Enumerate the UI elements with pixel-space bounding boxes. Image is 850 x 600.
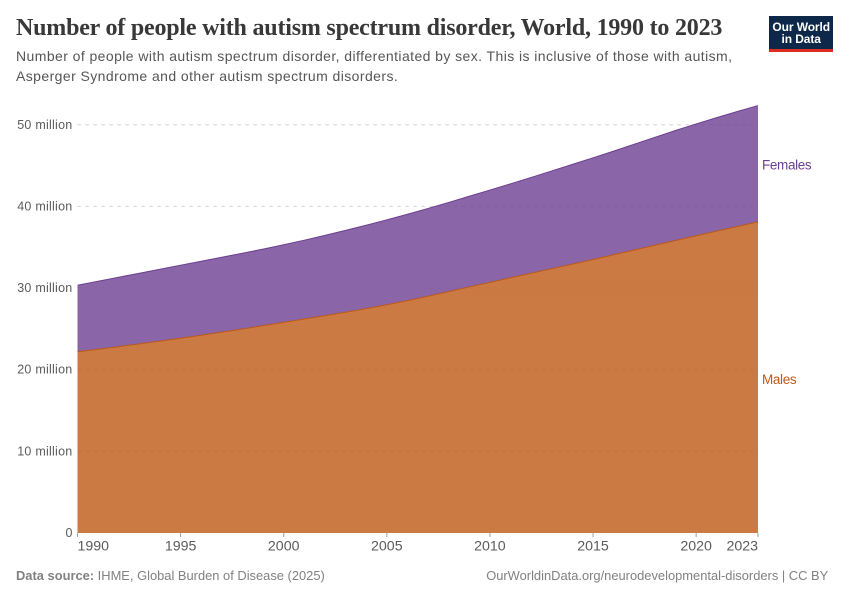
svg-text:40 million: 40 million bbox=[17, 199, 72, 213]
svg-text:30 million: 30 million bbox=[17, 281, 72, 295]
svg-text:Females: Females bbox=[762, 158, 812, 173]
svg-text:50 million: 50 million bbox=[17, 118, 72, 132]
svg-text:20 million: 20 million bbox=[17, 363, 72, 377]
svg-text:2000: 2000 bbox=[268, 539, 300, 555]
svg-text:10 million: 10 million bbox=[17, 444, 72, 458]
svg-text:2010: 2010 bbox=[474, 539, 506, 555]
svg-text:2023: 2023 bbox=[726, 539, 758, 555]
svg-text:2005: 2005 bbox=[371, 539, 403, 555]
svg-text:2020: 2020 bbox=[680, 539, 712, 555]
svg-text:0: 0 bbox=[66, 526, 73, 540]
svg-text:1990: 1990 bbox=[78, 539, 110, 555]
svg-text:1995: 1995 bbox=[165, 539, 197, 555]
svg-text:Males: Males bbox=[762, 372, 797, 387]
svg-text:2015: 2015 bbox=[577, 539, 609, 555]
